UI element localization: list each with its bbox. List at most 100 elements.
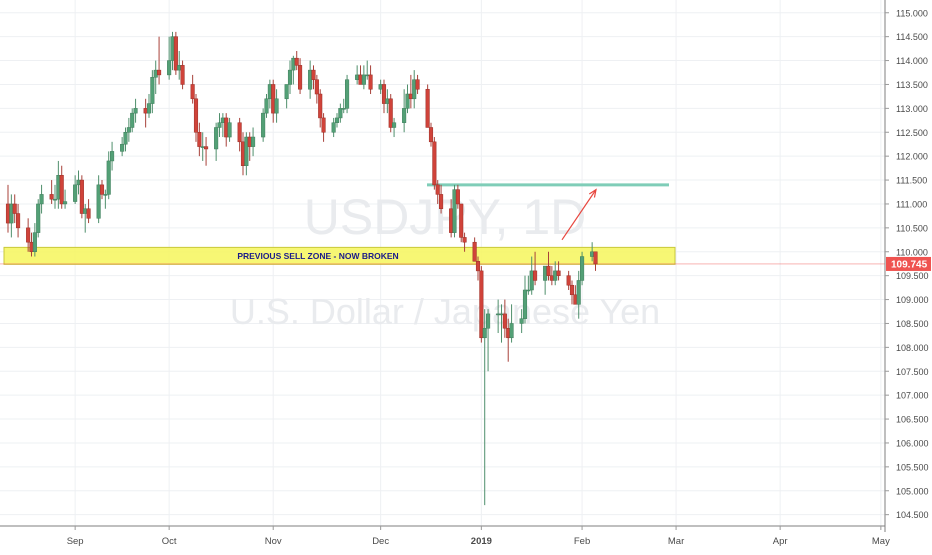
- time-axis-labels[interactable]: Sep Oct Nov Dec 2019 Feb Mar Apr May: [67, 526, 890, 547]
- candle: [217, 113, 222, 138]
- candle: [197, 122, 202, 157]
- candle: [153, 60, 158, 95]
- candle: [459, 203, 464, 243]
- candle-body: [428, 127, 434, 143]
- candle-body: [173, 36, 178, 71]
- candle-body: [150, 77, 155, 104]
- candle-body: [52, 198, 58, 201]
- candle-body: [459, 203, 464, 238]
- candle: [133, 98, 138, 123]
- candle: [143, 98, 148, 128]
- price-axis[interactable]: [0, 0, 886, 532]
- time-tick-label[interactable]: Sep: [67, 536, 84, 547]
- candle: [12, 194, 17, 224]
- time-tick-label[interactable]: Nov: [265, 536, 282, 547]
- time-tick-label[interactable]: May: [872, 536, 890, 547]
- candle: [334, 113, 340, 128]
- time-tick-label[interactable]: Apr: [773, 536, 788, 547]
- candle-body: [32, 232, 37, 253]
- candle: [214, 122, 219, 161]
- candle-body: [573, 294, 578, 305]
- candle: [318, 89, 323, 128]
- price-tick-label: 113.000: [896, 104, 928, 114]
- candle-body: [76, 179, 81, 186]
- candle: [190, 74, 195, 104]
- candle: [52, 184, 58, 209]
- candle-body: [240, 141, 246, 166]
- candle: [59, 165, 64, 209]
- candle-body: [73, 184, 78, 202]
- sell-zone[interactable]: PREVIOUS SELL ZONE - NOW BROKEN: [3, 246, 676, 265]
- candle: [63, 189, 68, 209]
- candle: [264, 94, 269, 118]
- candle: [392, 117, 397, 138]
- candle-body: [12, 203, 17, 214]
- candle: [123, 127, 128, 152]
- candle: [462, 232, 467, 252]
- candle-body: [167, 60, 172, 76]
- candle-body: [204, 146, 209, 150]
- price-tick-label: 109.000: [896, 295, 929, 305]
- candle-body: [381, 84, 387, 104]
- candle: [177, 51, 182, 80]
- candle: [5, 184, 11, 233]
- candle-body: [251, 136, 256, 147]
- watermark-description: U.S. Dollar / Japanese Yen: [230, 291, 660, 332]
- candle-body: [298, 65, 303, 90]
- candle: [73, 175, 78, 204]
- candle-body: [133, 108, 138, 114]
- candle-body: [86, 208, 91, 219]
- candle: [261, 108, 266, 142]
- candle: [546, 251, 551, 281]
- price-tick-label: 106.500: [896, 415, 929, 425]
- time-tick-label[interactable]: Mar: [668, 536, 684, 547]
- candle: [271, 79, 276, 123]
- candle: [130, 108, 135, 133]
- candle-body: [472, 241, 477, 262]
- candle-body: [452, 189, 457, 233]
- candle-body: [9, 203, 14, 224]
- candle: [405, 84, 410, 114]
- candle-body: [26, 227, 31, 243]
- candle-body: [338, 108, 343, 119]
- candle-body: [56, 175, 61, 200]
- time-tick-label[interactable]: 2019: [471, 536, 492, 547]
- candle-body: [244, 136, 249, 166]
- candle-body: [110, 151, 115, 162]
- candle-body: [425, 88, 430, 128]
- price-tick-label: 106.000: [896, 438, 929, 448]
- candle-body: [143, 108, 148, 114]
- candle-body: [482, 327, 487, 339]
- candle: [227, 117, 232, 142]
- candle-body: [247, 136, 252, 147]
- candle-body: [496, 313, 501, 316]
- candle-body: [405, 93, 410, 109]
- candle-body: [5, 203, 11, 224]
- candle: [566, 270, 571, 290]
- time-tick-label[interactable]: Dec: [372, 536, 389, 547]
- sell-zone-rectangle[interactable]: [3, 246, 676, 265]
- candle: [569, 280, 575, 305]
- candle-body: [361, 74, 366, 85]
- candle-body: [106, 160, 111, 195]
- candle: [412, 70, 417, 109]
- candle: [475, 256, 481, 281]
- candle: [526, 275, 531, 295]
- price-tick-label: 114.000: [896, 56, 928, 66]
- candle-body: [314, 79, 319, 95]
- candle: [99, 180, 105, 200]
- time-tick-label[interactable]: Feb: [574, 536, 590, 547]
- candle-body: [180, 65, 185, 85]
- candle-body: [123, 132, 128, 145]
- candle: [314, 74, 319, 104]
- candle-body: [193, 98, 199, 133]
- price-tick-label: 114.500: [896, 32, 928, 42]
- watermark-symbol: USDJPY, 1D: [304, 189, 587, 245]
- candle-body: [120, 143, 125, 152]
- time-tick-label[interactable]: Oct: [162, 536, 177, 547]
- candle: [39, 184, 44, 214]
- projection-arrow[interactable]: [561, 189, 597, 241]
- candle-body: [580, 256, 585, 281]
